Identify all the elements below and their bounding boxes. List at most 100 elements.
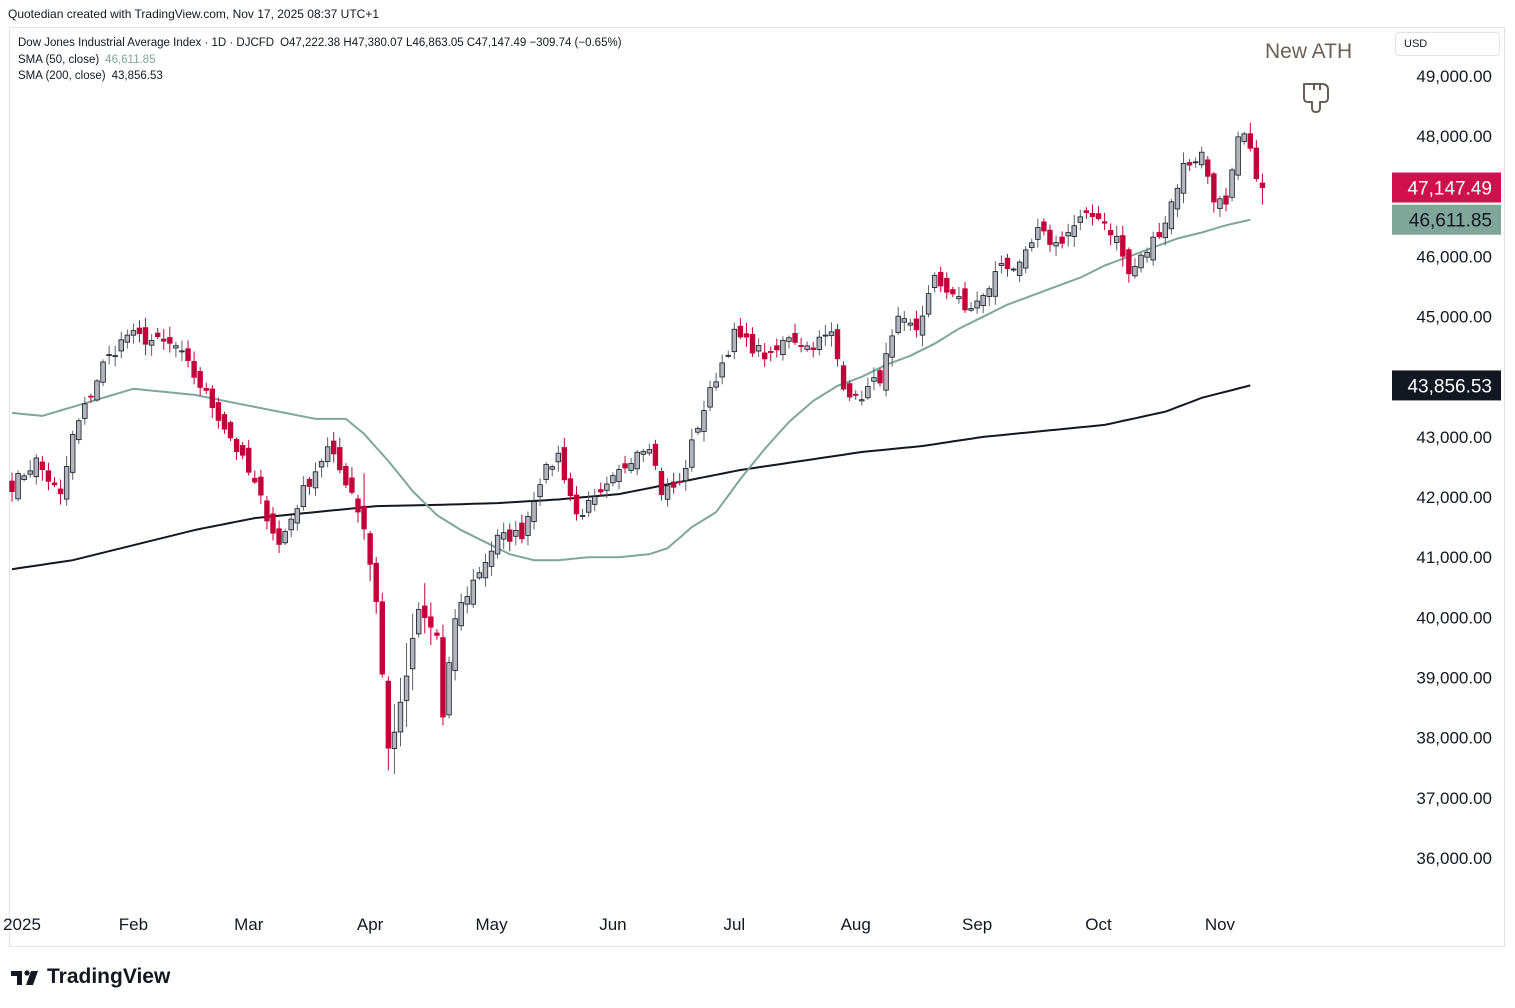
candle bbox=[938, 266, 944, 293]
candle bbox=[142, 317, 149, 356]
legend-sma50-row[interactable]: SMA (50, close) 46,611.85 bbox=[18, 52, 622, 69]
candle bbox=[640, 448, 646, 463]
candle bbox=[227, 420, 234, 441]
legend-symbol[interactable]: Dow Jones Industrial Average Index · 1D … bbox=[18, 37, 275, 49]
candle bbox=[701, 400, 707, 442]
y-tick-label: 49,000.00 bbox=[1416, 67, 1492, 86]
candle-body bbox=[142, 327, 149, 345]
candle-body bbox=[865, 385, 871, 399]
candle bbox=[130, 323, 137, 344]
candle bbox=[683, 459, 689, 491]
candle bbox=[774, 338, 780, 358]
candle-body bbox=[118, 339, 124, 352]
tradingview-logo-icon bbox=[11, 970, 38, 985]
candle bbox=[258, 469, 264, 504]
candle bbox=[822, 324, 829, 346]
candle-body bbox=[774, 345, 780, 351]
candle bbox=[361, 473, 367, 540]
candle bbox=[191, 351, 197, 385]
candle-body bbox=[440, 637, 446, 718]
legend-sma200-row[interactable]: SMA (200, close) 43,856.53 bbox=[18, 68, 622, 85]
candle-body bbox=[640, 451, 646, 455]
candle bbox=[743, 322, 750, 347]
candle-body bbox=[573, 494, 580, 515]
candle-body bbox=[76, 420, 82, 441]
candle-body bbox=[1029, 242, 1035, 248]
candle bbox=[634, 449, 640, 476]
candle bbox=[1205, 156, 1211, 184]
candle bbox=[1144, 247, 1150, 263]
legend-ohlc: O47,222.38 H47,380.07 L46,863.05 C47,147… bbox=[280, 37, 622, 49]
candle bbox=[1223, 187, 1229, 212]
candle bbox=[331, 431, 337, 463]
candle-body bbox=[901, 318, 907, 323]
candle bbox=[519, 514, 525, 544]
candle-body bbox=[1071, 225, 1077, 237]
tradingview-logo[interactable]: TradingView bbox=[11, 965, 170, 989]
y-tick-label: 42,000.00 bbox=[1416, 488, 1492, 507]
candle-body bbox=[476, 572, 483, 579]
candle-body bbox=[962, 288, 968, 311]
candle-body bbox=[683, 468, 689, 482]
sma200-line[interactable] bbox=[11, 384, 1251, 571]
candle bbox=[21, 473, 27, 482]
candle-body bbox=[385, 680, 392, 749]
candle-body bbox=[761, 352, 768, 360]
candle bbox=[1010, 267, 1017, 273]
candle bbox=[288, 515, 294, 538]
candle bbox=[264, 495, 270, 530]
candle bbox=[531, 491, 537, 530]
candle-body bbox=[1077, 216, 1084, 223]
candle-body bbox=[871, 377, 877, 382]
currency-selector[interactable]: USD bbox=[1395, 32, 1500, 56]
candle bbox=[931, 272, 938, 293]
candle bbox=[197, 367, 203, 396]
candle bbox=[1186, 159, 1193, 171]
candle bbox=[409, 613, 416, 691]
candle bbox=[434, 629, 440, 640]
candle-body bbox=[877, 370, 883, 384]
candle-body bbox=[161, 338, 167, 342]
candle bbox=[598, 482, 604, 497]
candle bbox=[415, 602, 422, 638]
chart-credit: Quotedian created with TradingView.com, … bbox=[8, 7, 379, 21]
candle-body bbox=[537, 484, 543, 498]
candle bbox=[452, 609, 458, 681]
candle bbox=[1022, 246, 1029, 274]
candle-body bbox=[822, 334, 829, 337]
candle-body bbox=[1156, 232, 1162, 238]
candle-body bbox=[1059, 236, 1065, 244]
candle bbox=[968, 302, 974, 313]
candle bbox=[592, 488, 598, 512]
candle bbox=[925, 285, 932, 318]
candle-body bbox=[1089, 213, 1096, 218]
candle bbox=[100, 359, 106, 387]
candle bbox=[33, 454, 39, 485]
candle bbox=[1071, 214, 1077, 248]
candle-body bbox=[525, 515, 531, 536]
y-axis: 36,000.00 37,000.00 38,000.00 39,000.00 40,0… bbox=[1416, 67, 1492, 868]
candle-body bbox=[227, 422, 234, 439]
candle-body bbox=[306, 478, 313, 487]
candle-body bbox=[355, 498, 361, 513]
candle-body bbox=[840, 365, 847, 390]
candle bbox=[1150, 231, 1156, 266]
candle bbox=[1126, 247, 1132, 283]
candle-body bbox=[361, 505, 367, 530]
legend-symbol-row: Dow Jones Industrial Average Index · 1D … bbox=[18, 35, 622, 52]
candle-body bbox=[1144, 251, 1150, 258]
candle-body bbox=[282, 531, 288, 544]
candle bbox=[816, 330, 823, 356]
candle-body bbox=[889, 335, 895, 358]
candle bbox=[986, 285, 992, 307]
sma50-line[interactable] bbox=[11, 218, 1251, 562]
candle bbox=[1041, 218, 1047, 236]
candle-body bbox=[446, 662, 452, 716]
candle bbox=[422, 583, 428, 634]
candle-body bbox=[136, 327, 143, 335]
x-tick-label: Aug bbox=[841, 915, 871, 934]
candle bbox=[907, 318, 914, 331]
x-tick-label: Sep bbox=[962, 915, 992, 934]
candle-body bbox=[294, 508, 300, 524]
